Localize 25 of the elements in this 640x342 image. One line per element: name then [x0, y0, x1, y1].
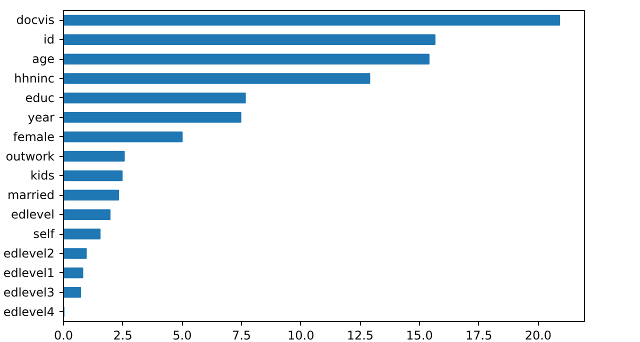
y-tick-label: kids [30, 168, 55, 183]
x-tick-label: 10.0 [288, 328, 314, 342]
x-tick-label: 0.0 [54, 328, 74, 342]
y-tick-label: edlevel3 [3, 285, 54, 300]
y-tick-label: married [7, 188, 55, 202]
y-tick-label: edlevel2 [3, 246, 54, 260]
y-tick-label: edlevel1 [3, 266, 54, 280]
y-tick-label: hhninc [14, 72, 55, 86]
y-tick-label: edlevel [10, 208, 55, 222]
x-tick-label: 7.5 [232, 328, 252, 342]
x-tick-label: 20.0 [524, 328, 552, 342]
y-tick-label: id [44, 32, 54, 47]
y-tick-label: outwork [6, 149, 55, 164]
y-tick-label: year [28, 110, 55, 124]
y-tick-label: age [32, 52, 55, 66]
y-tick-label: self [33, 227, 56, 242]
x-tick-label: 2.5 [113, 328, 132, 342]
y-tick-label: edlevel4 [3, 304, 54, 319]
y-tick-label: docvis [16, 13, 55, 28]
x-tick-label: 12.5 [346, 328, 374, 342]
y-tick-label: educ [25, 90, 54, 105]
x-tick-label: 15.0 [406, 328, 433, 342]
x-tick-label: 17.5 [466, 328, 492, 342]
x-tick-label: 5.0 [172, 328, 192, 342]
y-tick-label: female [13, 130, 55, 144]
